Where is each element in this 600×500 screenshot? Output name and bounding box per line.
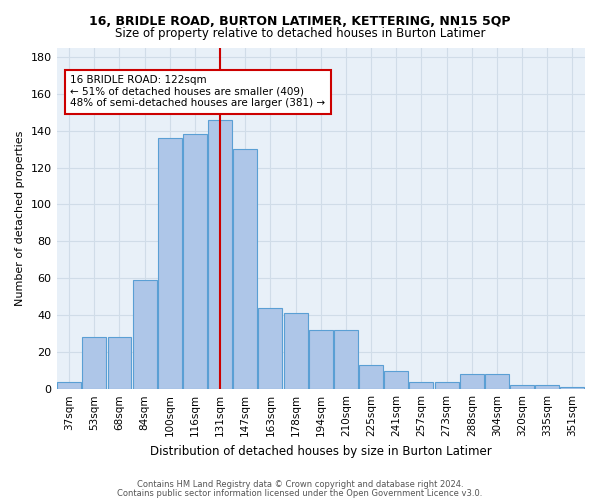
- Text: Contains HM Land Registry data © Crown copyright and database right 2024.: Contains HM Land Registry data © Crown c…: [137, 480, 463, 489]
- Bar: [485, 374, 509, 389]
- Bar: [535, 386, 559, 389]
- Bar: [334, 330, 358, 389]
- Bar: [284, 314, 308, 389]
- Bar: [57, 382, 81, 389]
- Bar: [510, 386, 534, 389]
- Bar: [158, 138, 182, 389]
- Bar: [434, 382, 458, 389]
- X-axis label: Distribution of detached houses by size in Burton Latimer: Distribution of detached houses by size …: [150, 444, 491, 458]
- Bar: [460, 374, 484, 389]
- Bar: [208, 120, 232, 389]
- Bar: [409, 382, 433, 389]
- Bar: [233, 149, 257, 389]
- Bar: [359, 365, 383, 389]
- Bar: [560, 388, 584, 389]
- Bar: [107, 338, 131, 389]
- Text: 16, BRIDLE ROAD, BURTON LATIMER, KETTERING, NN15 5QP: 16, BRIDLE ROAD, BURTON LATIMER, KETTERI…: [89, 15, 511, 28]
- Bar: [259, 308, 283, 389]
- Text: Size of property relative to detached houses in Burton Latimer: Size of property relative to detached ho…: [115, 28, 485, 40]
- Bar: [183, 134, 207, 389]
- Bar: [309, 330, 333, 389]
- Bar: [133, 280, 157, 389]
- Text: Contains public sector information licensed under the Open Government Licence v3: Contains public sector information licen…: [118, 488, 482, 498]
- Bar: [82, 338, 106, 389]
- Y-axis label: Number of detached properties: Number of detached properties: [15, 130, 25, 306]
- Bar: [385, 370, 408, 389]
- Text: 16 BRIDLE ROAD: 122sqm
← 51% of detached houses are smaller (409)
48% of semi-de: 16 BRIDLE ROAD: 122sqm ← 51% of detached…: [70, 75, 326, 108]
